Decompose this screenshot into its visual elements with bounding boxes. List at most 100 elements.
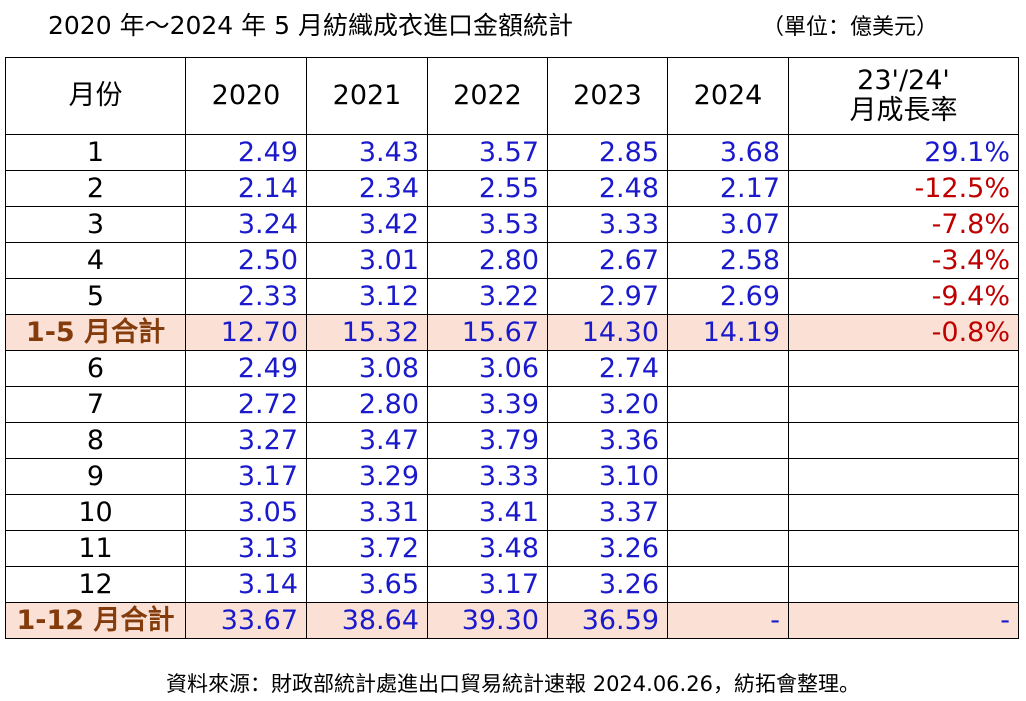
value-cell (667, 458, 789, 495)
value-cell: 2.74 (547, 350, 668, 387)
value-cell: 3.05 (185, 494, 307, 531)
value-cell: 2.58 (667, 242, 789, 279)
value-cell: 2.67 (547, 242, 668, 279)
value-cell: 2.50 (185, 242, 307, 279)
row-label: 8 (5, 422, 186, 459)
title: 2020 年～2024 年 5 月紡織成衣進口金額統計 (48, 11, 573, 40)
value-cell (788, 530, 1019, 567)
value-cell (667, 422, 789, 459)
value-cell: 2.49 (185, 134, 307, 171)
row-label: 3 (5, 206, 186, 243)
data-row: 12 3.14 3.65 3.17 3.26 (5, 566, 1019, 603)
value-cell: 14.19 (667, 314, 789, 351)
total-row: 1-12 月合計 33.67 38.64 39.30 36.59- - (5, 602, 1019, 639)
value-cell: 3.57 (427, 134, 548, 171)
data-row: 5 2.33 3.12 3.22 2.97 2.69 -9.4% (5, 278, 1019, 315)
header-cell: 月份 (5, 57, 186, 135)
value-cell (667, 494, 789, 531)
header-cell: 23'/24' 月成長率 (788, 57, 1019, 135)
value-cell (788, 386, 1019, 423)
data-row: 2 2.14 2.34 2.55 2.48 2.17 -12.5% (5, 170, 1019, 207)
value-cell: 2.55 (427, 170, 548, 207)
value-cell: 3.48 (427, 530, 548, 567)
value-cell: 3.12 (306, 278, 428, 315)
value-cell: 3.42 (306, 206, 428, 243)
value-cell: 2.33 (185, 278, 307, 315)
value-cell: 12.70 (185, 314, 307, 351)
row-label: 1 (5, 134, 186, 171)
header-line: 23'/24' (857, 65, 950, 96)
value-cell: 3.33 (427, 458, 548, 495)
header-cell: 2023 (547, 57, 668, 135)
value-cell: 2.14 (185, 170, 307, 207)
value-cell: 3.24 (185, 206, 307, 243)
value-cell: 3.26 (547, 530, 668, 567)
value-cell: 3.26 (547, 566, 668, 603)
data-row: 6 2.49 3.08 3.06 2.74 (5, 350, 1019, 387)
value-cell: 3.07 (667, 206, 789, 243)
value-cell: 3.53 (427, 206, 548, 243)
value-cell: 3.29 (306, 458, 428, 495)
unit: （單位：億美元） (762, 15, 939, 40)
data-row: 3 3.24 3.42 3.53 3.33 3.07 -7.8% (5, 206, 1019, 243)
value-cell: 3.08 (306, 350, 428, 387)
data-row: 7 2.72 2.80 3.39 3.20 (5, 386, 1019, 423)
row-label: 1-12 月合計 (5, 602, 186, 639)
value-cell: 2.17 (667, 170, 789, 207)
header-cell: 2024 (667, 57, 789, 135)
value-cell: 3.41 (427, 494, 548, 531)
value-cell (788, 422, 1019, 459)
value-cell: 3.27 (185, 422, 307, 459)
value-cell: -7.8% (788, 206, 1019, 243)
value-cell: 3.37 (547, 494, 668, 531)
header-cell: 2021 (306, 57, 428, 135)
row-label: 12 (5, 566, 186, 603)
row-label: 4 (5, 242, 186, 279)
value-cell: 3.39 (427, 386, 548, 423)
value-cell: -0.8% (788, 314, 1019, 351)
value-cell: 2.80 (427, 242, 548, 279)
value-cell (667, 530, 789, 567)
row-label: 9 (5, 458, 186, 495)
value-cell (788, 494, 1019, 531)
data-row: 11 3.13 3.72 3.48 3.26 (5, 530, 1019, 567)
footer: 資料來源：財政部統計處進出口貿易統計速報 2024.06.26，紡拓會整理。 (166, 672, 860, 696)
value-cell (667, 350, 789, 387)
value-cell: 3.33 (547, 206, 668, 243)
value-cell: -9.4% (788, 278, 1019, 315)
data-row: 8 3.27 3.47 3.79 3.36 (5, 422, 1019, 459)
data-row: 4 2.50 3.01 2.80 2.67 2.58 -3.4% (5, 242, 1019, 279)
value-cell: 3.79 (427, 422, 548, 459)
value-cell: 3.13 (185, 530, 307, 567)
row-label: 6 (5, 350, 186, 387)
value-cell: -12.5% (788, 170, 1019, 207)
header-row: 月份 2020 2021 2022 2023 2024 23'/24' 月成長率 (5, 57, 1019, 135)
value-cell: -3.4% (788, 242, 1019, 279)
row-label: 5 (5, 278, 186, 315)
value-cell (788, 350, 1019, 387)
value-cell: 3.43 (306, 134, 428, 171)
value-cell: 33.67 (185, 602, 307, 639)
value-cell (667, 566, 789, 603)
value-cell: 3.31 (306, 494, 428, 531)
row-label: 10 (5, 494, 186, 531)
row-label: 7 (5, 386, 186, 423)
value-cell: 39.30 (427, 602, 548, 639)
value-cell: 2.80 (306, 386, 428, 423)
value-cell: 3.14 (185, 566, 307, 603)
header-cell: 2020 (185, 57, 307, 135)
value-cell: 3.17 (427, 566, 548, 603)
value-cell (788, 458, 1019, 495)
value-cell: 3.17 (185, 458, 307, 495)
value-cell: 3.06 (427, 350, 548, 387)
value-cell: 3.65 (306, 566, 428, 603)
value-cell: 2.85 (547, 134, 668, 171)
data-row: 1 2.49 3.43 3.57 2.85 3.68 29.1% (5, 134, 1019, 171)
value-cell: - (788, 602, 1019, 639)
value-cell: 3.22 (427, 278, 548, 315)
value-cell: 3.36 (547, 422, 668, 459)
data-table: 月份 2020 2021 2022 2023 2024 23'/24' 月成長率 1 2.49 3.… (5, 57, 1019, 639)
row-label: 1-5 月合計 (5, 314, 186, 351)
value-cell: 15.67 (427, 314, 548, 351)
value-cell: 3.20 (547, 386, 668, 423)
